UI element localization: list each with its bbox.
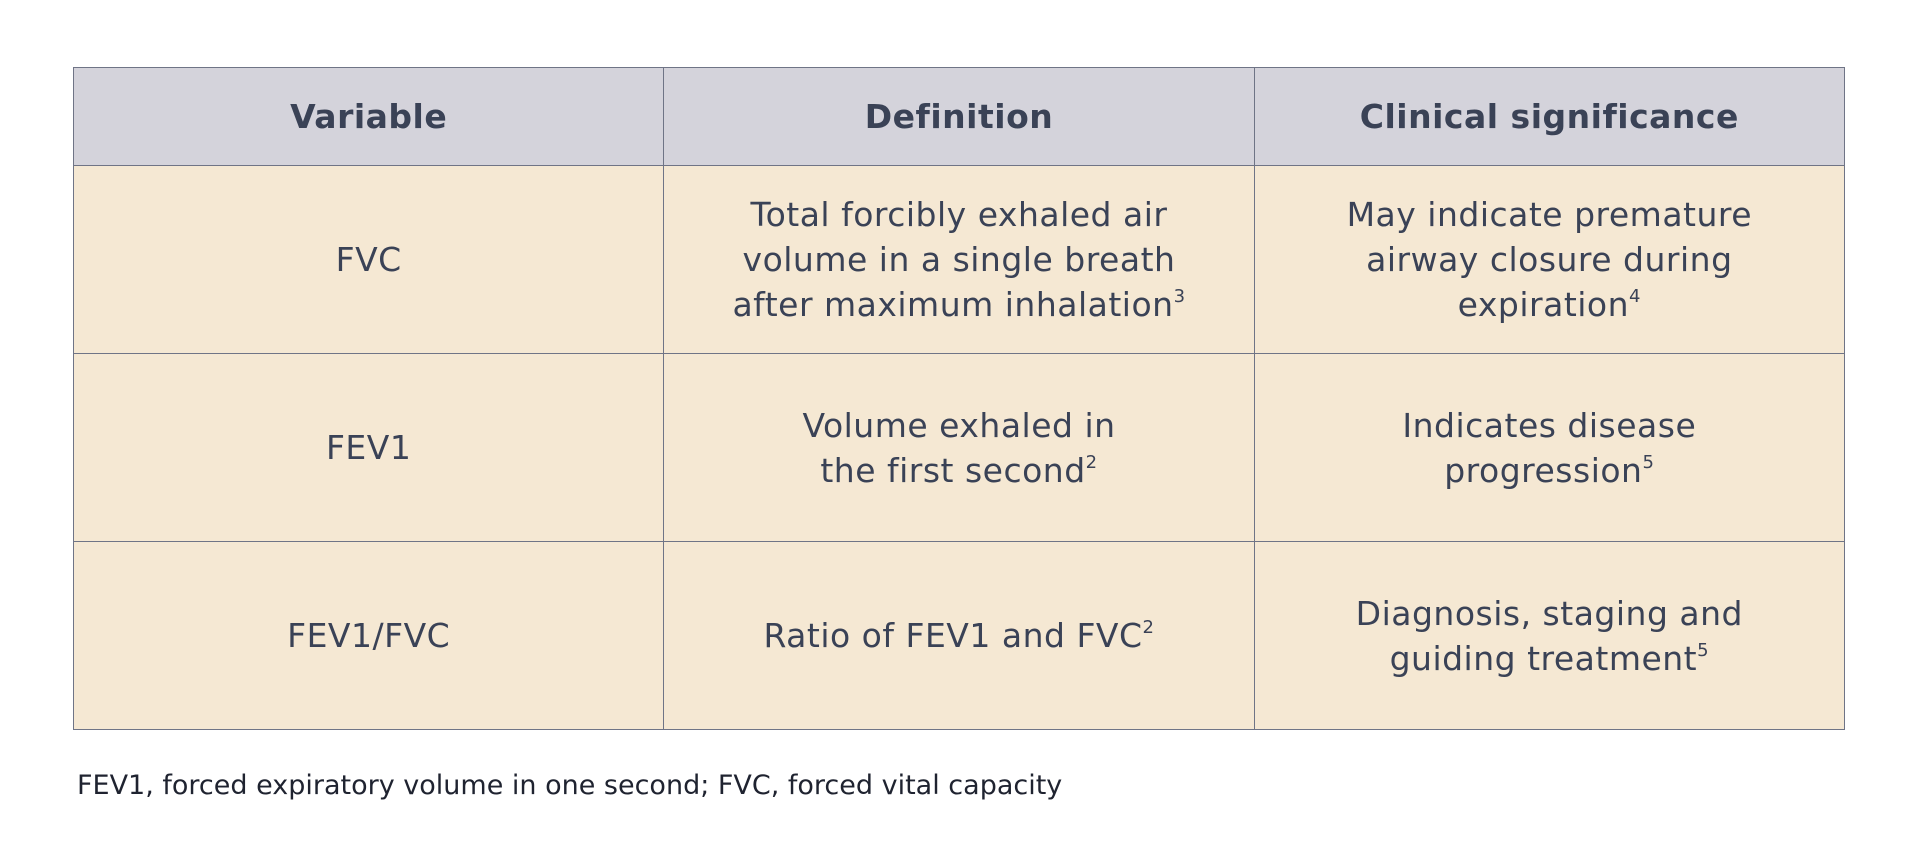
reference: 4 bbox=[1629, 286, 1641, 307]
table-row: FEV1 Volume exhaled in the first second2 In… bbox=[72, 353, 1846, 542]
header-cell: Variable bbox=[72, 67, 665, 166]
data-table: Variable Definition Clinical significanc… bbox=[72, 67, 1846, 730]
reference: 3 bbox=[1173, 286, 1186, 307]
cell-text: volume in a single breath bbox=[742, 240, 1176, 279]
table-cell: FEV1/FVC bbox=[72, 541, 665, 730]
cell-text: the first second bbox=[820, 450, 1086, 490]
reference: 5 bbox=[1697, 639, 1710, 661]
cell-line: airway closure during bbox=[1256, 237, 1843, 282]
reference: 2 bbox=[1142, 617, 1155, 638]
cell-text: Total forcibly exhaled air bbox=[750, 195, 1168, 234]
cell-text: Indicates disease bbox=[1402, 405, 1697, 445]
table-cell: FVC bbox=[72, 165, 665, 354]
cell-line: the first second2 bbox=[665, 448, 1252, 493]
table-row: FEV1/FVC Ratio of FEV1 and FVC2 Diagnosis,… bbox=[72, 541, 1846, 730]
table-header: Variable Definition Clinical significanc… bbox=[72, 67, 1846, 166]
header-cell: Definition bbox=[663, 67, 1255, 166]
table-cell: Total forcibly exhaled air volume in a si… bbox=[663, 165, 1255, 354]
cell-text: airway closure during bbox=[1366, 240, 1733, 279]
cell-text: progression bbox=[1444, 450, 1643, 490]
cell-line: Diagnosis, staging and bbox=[1256, 591, 1843, 636]
cell-line: after maximum inhalation3 bbox=[665, 282, 1252, 327]
cell-text: Diagnosis, staging and bbox=[1355, 593, 1743, 633]
cell-line: Ratio of FEV1 and FVC2 bbox=[665, 613, 1252, 658]
cell-line: Total forcibly exhaled air bbox=[665, 192, 1252, 237]
reference: 2 bbox=[1085, 451, 1098, 473]
table-cell: Ratio of FEV1 and FVC2 bbox=[663, 541, 1255, 730]
cell-line: guiding treatment5 bbox=[1256, 636, 1843, 681]
cell-text: Volume exhaled in bbox=[802, 405, 1116, 445]
cell-line: May indicate premature bbox=[1256, 192, 1843, 237]
table-cell: May indicate premature airway closure dur… bbox=[1253, 165, 1846, 354]
reference: 5 bbox=[1642, 451, 1655, 473]
table-cell: Diagnosis, staging and guiding treatment5 bbox=[1253, 541, 1846, 730]
cell-line: Volume exhaled in bbox=[665, 403, 1252, 448]
footnote: FEV1, forced expiratory volume in one se… bbox=[77, 770, 1063, 801]
cell-line: volume in a single breath bbox=[665, 237, 1252, 282]
cell-text: after maximum inhalation bbox=[732, 285, 1174, 324]
table-body: FVC Total forcibly exhaled air volume in a… bbox=[72, 165, 1846, 730]
cell-text: guiding treatment bbox=[1389, 638, 1698, 678]
table-cell: Indicates disease progression5 bbox=[1253, 353, 1846, 542]
header-cell: Clinical significance bbox=[1253, 67, 1846, 166]
cell-line: Indicates disease bbox=[1256, 403, 1843, 448]
header-row: Variable Definition Clinical significanc… bbox=[72, 67, 1846, 166]
cell-text: expiration bbox=[1457, 285, 1630, 324]
table-cell: Volume exhaled in the first second2 bbox=[663, 353, 1255, 542]
table-row: FVC Total forcibly exhaled air volume in a… bbox=[72, 165, 1846, 354]
cell-text: FEV1/FVC bbox=[287, 616, 451, 655]
cell-text: FVC bbox=[335, 240, 402, 279]
cell-text: May indicate premature bbox=[1346, 195, 1753, 234]
table-cell: FEV1 bbox=[72, 353, 665, 542]
cell-text: Ratio of FEV1 and FVC bbox=[763, 616, 1143, 655]
cell-line: progression5 bbox=[1256, 448, 1843, 493]
cell-line: FVC bbox=[75, 237, 662, 282]
cell-line: expiration4 bbox=[1256, 282, 1843, 327]
cell-text: FEV1 bbox=[325, 428, 412, 467]
cell-line: FEV1 bbox=[75, 425, 662, 470]
cell-line: FEV1/FVC bbox=[75, 613, 662, 658]
